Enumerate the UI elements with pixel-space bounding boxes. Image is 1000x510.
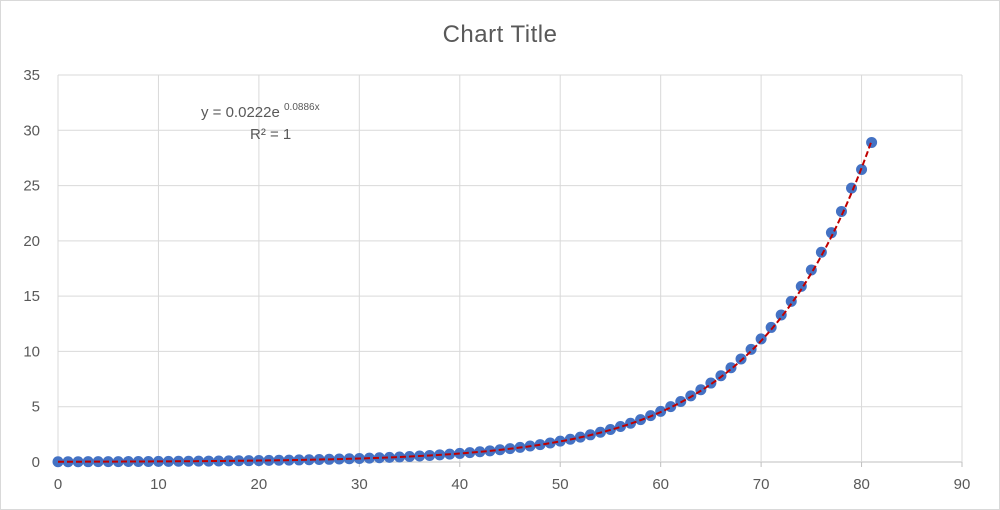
x-tick-label: 0 [54, 476, 62, 493]
data-point [735, 353, 747, 365]
data-point [625, 417, 637, 429]
data-point [846, 182, 858, 194]
gridlines [57, 74, 963, 467]
data-point [464, 447, 476, 459]
data-point [554, 435, 566, 447]
x-tick-label: 30 [351, 476, 368, 493]
data-point [373, 452, 385, 464]
y-tick-label: 20 [23, 233, 40, 250]
trendline-equation: y = 0.0222e 0.0886x [201, 102, 320, 121]
data-point [474, 446, 486, 458]
data-point [283, 454, 295, 466]
data-point [665, 401, 677, 413]
x-tick-label: 60 [652, 476, 669, 493]
y-tick-label: 10 [23, 343, 40, 360]
data-point [765, 321, 777, 333]
data-point [223, 455, 235, 467]
x-tick-label: 70 [753, 476, 770, 493]
x-tick-label: 50 [552, 476, 569, 493]
data-point [203, 455, 215, 467]
data-point [52, 456, 64, 468]
y-tick-label: 25 [23, 178, 40, 195]
data-points [52, 136, 878, 468]
equation-base: y = 0.0222e [201, 104, 280, 121]
x-tick-label: 10 [150, 476, 167, 493]
x-tick-label: 80 [853, 476, 870, 493]
equation-exponent: 0.0886x [284, 102, 320, 113]
x-tick-label: 20 [251, 476, 268, 493]
x-tick-label: 40 [451, 476, 468, 493]
data-point [866, 136, 878, 148]
data-point [835, 205, 847, 217]
r-squared-label: R² = 1 [250, 126, 291, 143]
y-tick-label: 30 [23, 122, 40, 139]
data-point [614, 421, 626, 433]
chart-title: Chart Title [443, 21, 558, 48]
trendline-layer [57, 140, 873, 463]
data-point [815, 246, 827, 258]
data-point [122, 456, 134, 468]
y-axis-tick-labels: 0 5 10 15 20 25 30 35 [23, 67, 40, 471]
data-point [303, 454, 315, 466]
data-point [394, 451, 406, 463]
data-point [213, 455, 225, 467]
data-point [383, 451, 395, 463]
trendline [57, 140, 873, 463]
data-point [293, 454, 305, 466]
data-point [745, 343, 757, 355]
y-tick-label: 0 [32, 454, 40, 471]
data-point [544, 437, 556, 449]
y-tick-label: 5 [32, 399, 40, 416]
y-tick-label: 15 [23, 288, 40, 305]
x-tick-label: 90 [954, 476, 971, 493]
data-point [132, 456, 144, 468]
y-tick-label: 35 [23, 67, 40, 84]
x-axis-tick-labels: 0 10 20 30 40 50 60 70 80 90 [54, 476, 971, 493]
data-point [755, 333, 767, 345]
data-point [112, 456, 124, 468]
